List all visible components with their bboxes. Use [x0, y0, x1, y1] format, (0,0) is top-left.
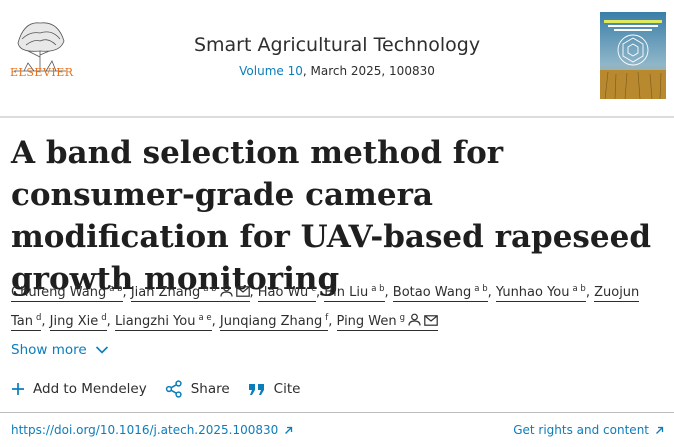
affiliation-marker: a e	[198, 313, 212, 323]
show-more-button[interactable]: Show more	[11, 342, 109, 358]
author-separator: ,	[211, 314, 220, 329]
author-name: Zuojun Tan d	[11, 285, 640, 331]
author-name: Jing Xie d	[49, 313, 107, 331]
email-icon[interactable]	[235, 281, 250, 306]
affiliation-marker: g	[399, 313, 406, 323]
author-name: Yunhao You a b	[495, 284, 586, 302]
author-separator: ,	[249, 285, 258, 300]
author-link[interactable]: Chufeng Wang a b	[11, 284, 123, 302]
share-button[interactable]: Share	[165, 380, 230, 398]
author-link[interactable]: Jian Zhang a b	[130, 284, 250, 302]
author-separator: ,	[585, 285, 595, 300]
external-link-arrow-icon	[656, 426, 664, 434]
author-name: Chufeng Wang a b	[11, 284, 123, 302]
author-link[interactable]: Ping Wen g	[336, 313, 439, 331]
author-link[interactable]: Jing Xie d	[49, 313, 107, 331]
affiliation-marker: a b	[109, 284, 123, 294]
author-link[interactable]: Yunhao You a b	[495, 284, 586, 302]
affiliation-marker: a b	[572, 284, 586, 294]
author-name: Hao Wu c	[257, 284, 316, 302]
plus-icon	[12, 383, 24, 395]
author-name: Liangzhi You a e	[114, 313, 212, 331]
actions-divider	[0, 412, 674, 413]
header-divider	[0, 116, 674, 118]
show-more-label: Show more	[11, 342, 87, 358]
journal-header: ELSEVIER Smart Agricultural Technology V…	[0, 0, 674, 112]
person-icon	[408, 310, 421, 335]
author-link[interactable]: Hao Wu c	[257, 284, 316, 302]
affiliation-marker: d	[101, 313, 107, 323]
affiliation-marker: c	[311, 284, 316, 294]
author-separator: ,	[122, 285, 131, 300]
cite-label: Cite	[273, 381, 301, 397]
affiliation-marker: a b	[474, 284, 488, 294]
author-link[interactable]: Liangzhi You a e	[114, 313, 212, 331]
author-name: Ping Wen g	[336, 313, 439, 331]
add-to-mendeley-label: Add to Mendeley	[33, 381, 147, 397]
journal-title[interactable]: Smart Agricultural Technology	[193, 34, 481, 56]
author-link[interactable]: Junqiang Zhang f	[219, 313, 329, 331]
journal-cover-image[interactable]	[600, 12, 666, 99]
quote-icon	[248, 384, 264, 395]
author-separator: ,	[384, 285, 393, 300]
issue-details: , March 2025, 100830	[302, 64, 435, 78]
article-title: A band selection method for consumer-gra…	[11, 135, 652, 297]
author-name: Bin Liu a b	[324, 284, 385, 302]
get-rights-text: Get rights and content	[513, 423, 649, 437]
doi-link[interactable]: https://doi.org/10.1016/j.atech.2025.100…	[11, 423, 293, 437]
get-rights-link[interactable]: Get rights and content	[513, 423, 664, 437]
author-name: Jian Zhang a b	[130, 284, 250, 302]
author-name: Botao Wang a b	[392, 284, 488, 302]
author-separator: ,	[328, 314, 337, 329]
share-icon	[165, 380, 182, 398]
email-icon[interactable]	[424, 310, 438, 335]
chevron-down-icon	[95, 346, 108, 354]
affiliation-marker: f	[325, 313, 329, 323]
volume-link[interactable]: Volume 10	[239, 64, 303, 78]
elsevier-tree-logo-icon[interactable]	[10, 10, 70, 80]
external-link-arrow-icon	[285, 426, 293, 434]
person-icon	[219, 281, 233, 306]
author-link[interactable]: Zuojun Tan d	[11, 285, 640, 331]
journal-info: Smart Agricultural Technology Volume 10,…	[90, 34, 584, 78]
author-link[interactable]: Bin Liu a b	[324, 284, 385, 302]
author-separator: ,	[487, 285, 496, 300]
author-list: Chufeng Wang a b, Jian Zhang a b, Hao Wu c,…	[11, 277, 661, 335]
author-name: Junqiang Zhang f	[219, 313, 329, 331]
author-separator: ,	[315, 285, 325, 300]
author-link[interactable]: Botao Wang a b	[392, 284, 488, 302]
affiliation-marker: a b	[203, 284, 217, 294]
doi-text: https://doi.org/10.1016/j.atech.2025.100…	[11, 423, 279, 437]
journal-issue: Volume 10, March 2025, 100830	[90, 64, 584, 78]
publisher-name: ELSEVIER	[10, 66, 74, 79]
add-to-mendeley-button[interactable]: Add to Mendeley	[11, 381, 147, 397]
cite-button[interactable]: Cite	[248, 381, 301, 397]
affiliation-marker: d	[36, 313, 42, 323]
author-separator: ,	[106, 314, 115, 329]
affiliation-marker: a b	[371, 284, 385, 294]
author-separator: ,	[41, 314, 50, 329]
share-label: Share	[190, 381, 230, 397]
article-actions: Add to Mendeley Share Cite	[11, 380, 318, 398]
